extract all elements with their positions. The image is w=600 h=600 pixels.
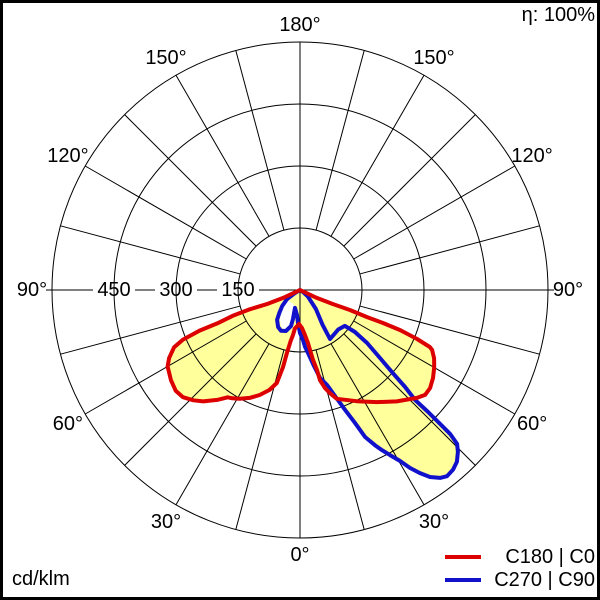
angle-label-180: 180° (279, 14, 321, 36)
grid-spoke (84, 320, 247, 415)
legend-label-c270-c90: C270 | C90 (494, 568, 595, 591)
efficiency-label: η: 100% (521, 4, 595, 26)
angle-label-60-right: 60° (516, 413, 548, 435)
radial-tick-label-300: 300 (159, 279, 193, 301)
grid-spoke (84, 165, 247, 260)
grid-spoke (353, 165, 516, 260)
angle-label-90-right: 90° (552, 279, 584, 301)
angle-label-120-left: 120° (47, 145, 89, 167)
angle-label-150-left: 150° (145, 46, 187, 69)
legend-line-blue (445, 577, 481, 582)
angle-label-90-left: 90° (16, 279, 48, 301)
radial-tick-label-450: 450 (97, 279, 131, 301)
legend-item-c270-c90: C270 | C90 (445, 568, 595, 591)
grid-spoke (315, 50, 365, 231)
curve-fill-c270-c90 (277, 290, 458, 478)
grid-spoke (60, 225, 241, 275)
radial-tick-label-150: 150 (221, 279, 255, 301)
legend-label-c180-c0: C180 | C0 (505, 545, 595, 568)
unit-label: cd/klm (12, 568, 70, 590)
angle-label-0: 0° (290, 544, 310, 566)
legend: C180 | C0 C270 | C90 (445, 545, 595, 591)
grid-spoke (330, 74, 425, 237)
grid-spoke (359, 305, 540, 355)
angle-label-120-right: 120° (511, 145, 553, 167)
angle-label-30-left: 30° (150, 511, 182, 534)
grid-spoke (343, 114, 476, 247)
curve-c270-c90 (275, 288, 460, 480)
grid-spoke (175, 74, 270, 237)
grid-spoke (175, 343, 270, 506)
angle-label-30-right: 30° (418, 511, 450, 534)
legend-line-red (445, 554, 481, 559)
grid-spoke (235, 50, 285, 231)
angle-label-60-left: 60° (52, 413, 84, 435)
legend-item-c180-c0: C180 | C0 (445, 545, 595, 568)
angle-label-150-right: 150° (413, 46, 455, 69)
grid-spoke (330, 343, 425, 506)
grid-spoke (359, 225, 540, 275)
grid-spoke (60, 305, 241, 355)
grid-spoke (124, 114, 257, 247)
curve-c180-c0 (165, 288, 437, 405)
